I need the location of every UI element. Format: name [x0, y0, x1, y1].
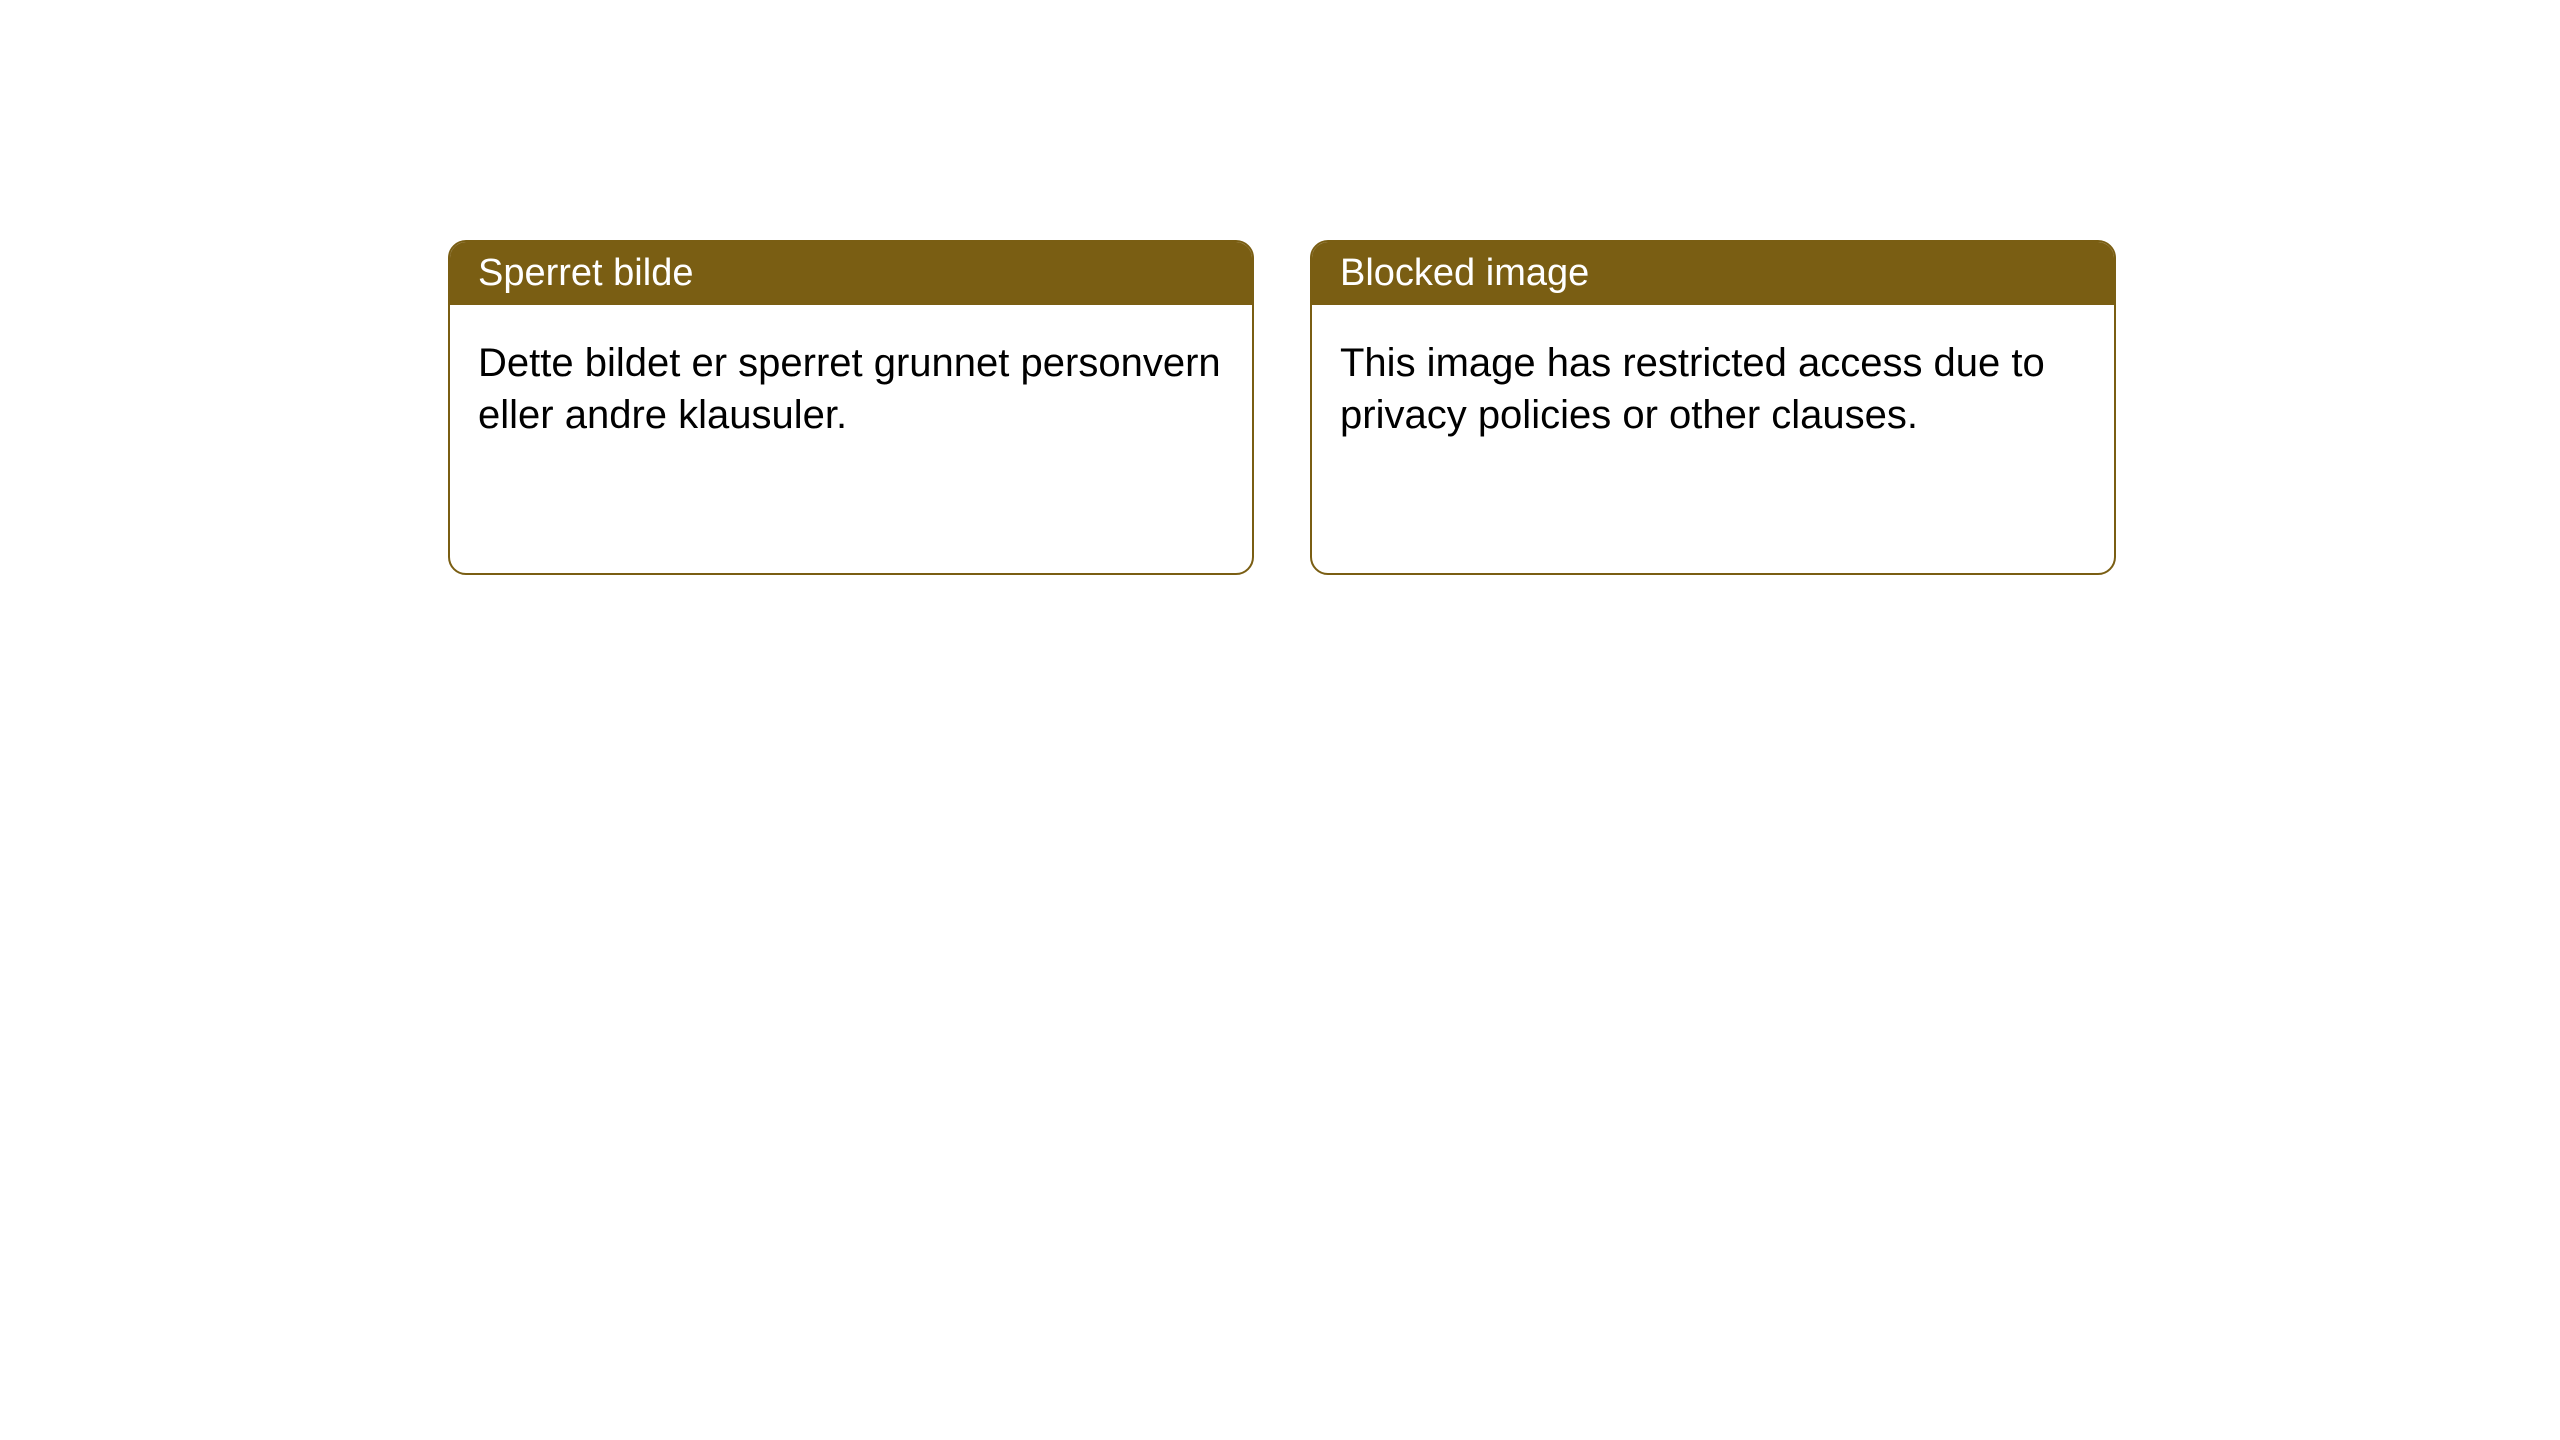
- card-body-text: Dette bildet er sperret grunnet personve…: [478, 341, 1221, 437]
- card-body-text: This image has restricted access due to …: [1340, 341, 2045, 437]
- card-title: Sperret bilde: [478, 252, 693, 294]
- blocked-image-card-no: Sperret bilde Dette bildet er sperret gr…: [448, 240, 1254, 575]
- card-title: Blocked image: [1340, 252, 1589, 294]
- notice-container: Sperret bilde Dette bildet er sperret gr…: [0, 0, 2560, 575]
- card-header: Sperret bilde: [450, 242, 1252, 305]
- card-header: Blocked image: [1312, 242, 2114, 305]
- card-body: Dette bildet er sperret grunnet personve…: [450, 305, 1252, 473]
- card-body: This image has restricted access due to …: [1312, 305, 2114, 473]
- blocked-image-card-en: Blocked image This image has restricted …: [1310, 240, 2116, 575]
